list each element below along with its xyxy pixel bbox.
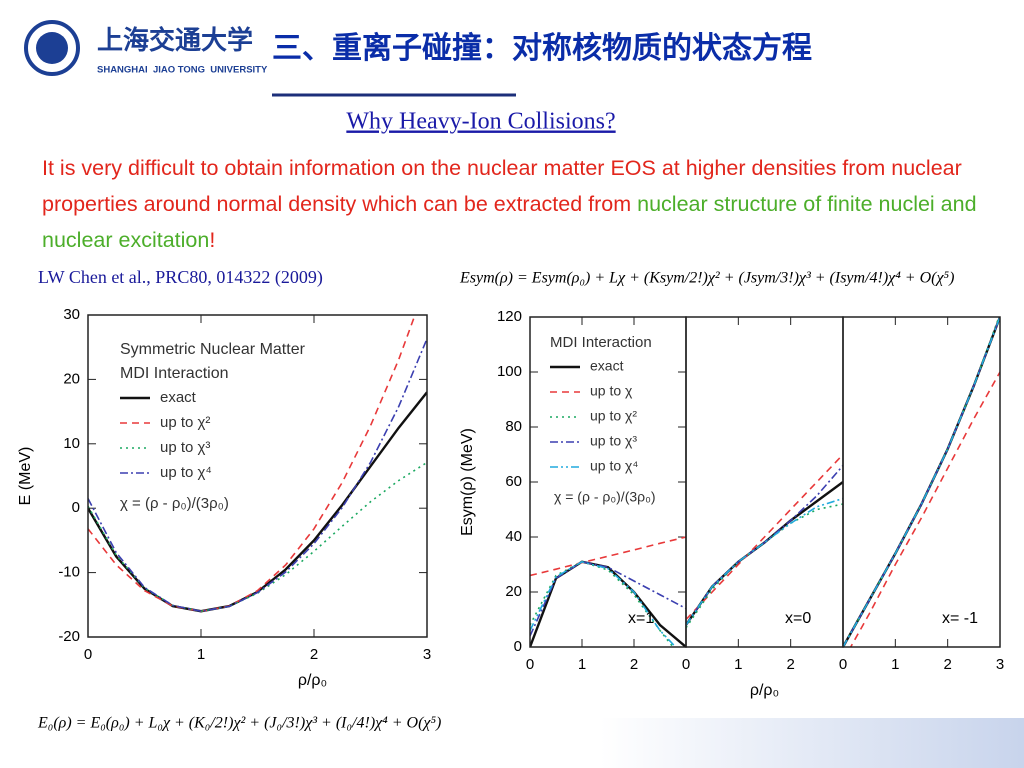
x-tick-label: 3 [996,656,1004,673]
series-line [843,317,1000,647]
legend-label: exact [590,358,624,374]
series-line [530,536,686,577]
x-tick-label: 2 [943,656,951,673]
legend-label: up to χ⁴ [590,458,638,474]
legend-title: MDI Interaction [550,334,652,351]
y-tick-label: 120 [497,308,522,325]
x-tick-label: 0 [84,646,92,663]
university-cn: 上海交通大学 [97,25,253,55]
plot-lines [88,315,427,613]
series-line [530,560,686,637]
formula-e0: E₀(ρ) = E₀(ρ₀) + L₀χ + (K₀/2!)χ² + (J₀/3… [37,715,441,732]
y-tick-label: 0 [72,499,80,516]
x-tick-label: 1 [734,656,742,673]
y-tick-label: 30 [63,306,80,323]
x-tick-label: 0 [526,656,534,673]
y-tick-label: -10 [58,564,80,581]
formula-esym: Esym(ρ) = Esym(ρ₀) + Lχ + (Ksym/2!)χ² + … [459,270,954,287]
series-line [849,371,1000,647]
x-axis-label: ρ/ρ₀ [750,682,779,699]
y-tick-label: 0 [514,638,522,655]
y-axis-label: Esym(ρ) (MeV) [459,428,476,536]
panel-label: x= -1 [942,610,978,627]
series-line [530,560,675,647]
x-tick-label: 2 [630,656,638,673]
y-tick-label: 20 [505,583,522,600]
university-en: SHANGHAI JIAO TONG UNIVERSITY [97,65,268,76]
plot-frame [842,316,1001,648]
y-tick-label: 10 [63,435,80,452]
legend-label: up to χ⁴ [160,464,212,481]
y-tick-label: -20 [58,628,80,645]
x-tick-label: 3 [423,646,431,663]
legend-title: MDI Interaction [120,365,228,382]
legend-label: up to χ³ [590,433,637,449]
plot-lines [530,536,686,647]
x-tick-label: 2 [786,656,794,673]
legend-label: up to χ² [590,408,637,424]
series-line [686,453,843,621]
panel-label: x=0 [785,610,811,627]
legend-label: exact [160,389,197,406]
logo [24,20,80,76]
x-tick-label: 1 [891,656,899,673]
y-tick-label: 60 [505,473,522,490]
series-line [88,461,427,613]
x-tick-label: 1 [578,656,586,673]
legend-title: Symmetric Nuclear Matter [120,341,306,358]
series-line [686,481,843,626]
series-line [843,317,1000,647]
slide-title: 三、重离子碰撞：对称核物质的状态方程 [272,31,812,65]
x-tick-label: 1 [197,646,205,663]
y-axis-label: E (MeV) [17,447,34,506]
paragraph: It is very difficult to obtain informati… [42,150,987,258]
series-line [686,503,843,629]
series-line [686,464,843,626]
plot-frame [685,316,844,648]
subtitle: Why Heavy-Ion Collisions? [346,109,615,135]
y-tick-label: 20 [63,370,80,387]
y-tick-label: 80 [505,418,522,435]
series-line [843,317,1000,647]
logo-core [36,32,68,64]
annotation: χ = (ρ - ρ₀)/(3ρ₀) [120,495,229,512]
series-line [686,497,843,626]
series-line [530,560,686,647]
citation: LW Chen et al., PRC80, 014322 (2009) [38,267,323,288]
y-tick-label: 40 [505,528,522,545]
paragraph-highlight: nuclear structure of finite nuclei and n… [42,192,977,252]
annotation: χ = (ρ - ρ₀)/(3ρ₀) [554,489,656,505]
x-tick-label: 0 [682,656,690,673]
plot-lines [686,453,843,629]
x-axis-label: ρ/ρ₀ [298,672,327,689]
series-line [88,315,416,613]
paragraph-end: ! [209,228,216,252]
plot-frame [87,314,428,638]
series-line [843,317,1000,647]
footer-band [600,718,1024,768]
y-tick-label: 100 [497,363,522,380]
x-tick-label: 2 [310,646,318,663]
paragraph-text: It is very difficult to obtain informati… [42,156,962,216]
series-line [530,560,677,647]
x-tick-label: 0 [839,656,847,673]
legend-label: up to χ [590,383,633,399]
legend-label: up to χ² [160,414,210,431]
panel-label: x=1 [628,610,654,627]
plot-lines [843,317,1000,647]
legend-label: up to χ³ [160,439,210,456]
series-line [88,338,427,613]
